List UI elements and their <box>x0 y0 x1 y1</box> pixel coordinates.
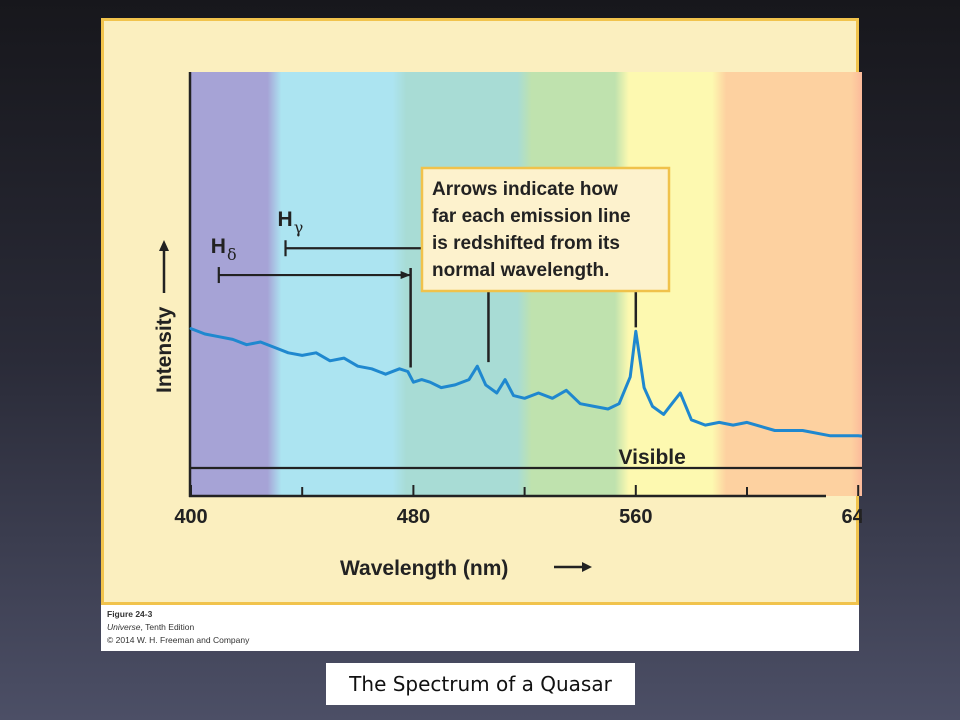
book-title: Universe, Tenth Edition <box>107 623 194 632</box>
figure-number: Figure 24-3 <box>107 609 153 619</box>
spectrum-blend-4 <box>712 72 727 496</box>
x-axis-title: Wavelength (nm) <box>340 557 508 580</box>
emission-line-sub: γ <box>294 218 304 237</box>
annotation-line-1: Arrows indicate how <box>432 179 618 200</box>
visible-label: Visible <box>619 446 686 469</box>
spectrum-blend-1 <box>392 72 407 496</box>
x-tick-label: 400 <box>174 506 207 528</box>
y-axis-title-arrow <box>159 240 169 293</box>
figure-panel: 400480560640720800VisibleInfrared HαHβHγ… <box>101 18 862 605</box>
x-tick-label: 480 <box>397 506 430 528</box>
spectrum-line-0 <box>189 327 862 438</box>
x-tick-label: 560 <box>619 506 652 528</box>
book-title-name: Universe <box>107 622 141 632</box>
spectrum-chart: 400480560640720800VisibleInfrared HαHβHγ… <box>153 72 862 580</box>
spectrum-blend-0 <box>267 72 282 496</box>
figure-card: 400480560640720800VisibleInfrared HαHβHγ… <box>101 18 862 651</box>
annotation-line-4: normal wavelength. <box>432 260 609 281</box>
slide-caption: The Spectrum of a Quasar <box>326 663 635 705</box>
y-axis-title: Intensity <box>153 306 176 393</box>
annotation-line-2: far each emission line <box>432 206 631 227</box>
spectrum-band-1 <box>274 72 400 496</box>
spectrum-band-0 <box>191 72 275 496</box>
x-tick-label: 640 <box>842 506 862 528</box>
annotation-line-3: is redshifted from its <box>432 233 620 254</box>
spectrum-blend-5 <box>851 72 862 496</box>
annotation-box <box>420 166 671 293</box>
copyright-line: © 2014 W. H. Freeman and Company <box>107 635 250 645</box>
spectrum-band-5 <box>719 72 859 496</box>
x-axis-title-arrow <box>554 562 592 572</box>
book-edition: , Tenth Edition <box>140 622 195 632</box>
emission-line-sub: δ <box>227 245 237 264</box>
